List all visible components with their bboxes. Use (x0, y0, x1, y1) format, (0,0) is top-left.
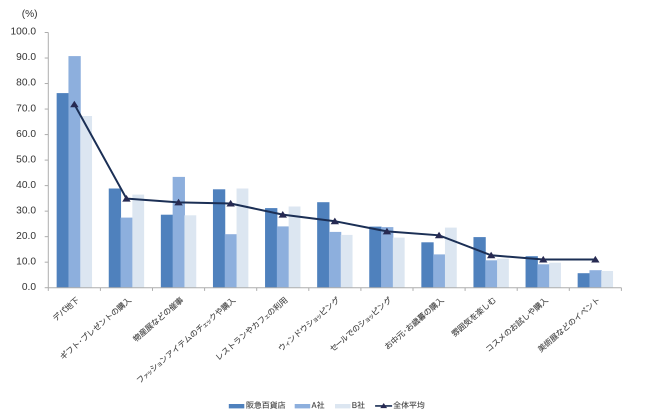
svg-text:40.0: 40.0 (16, 180, 36, 191)
svg-text:80.0: 80.0 (16, 78, 36, 89)
svg-text:90.0: 90.0 (16, 52, 36, 63)
svg-text:60.0: 60.0 (16, 129, 36, 140)
svg-text:100.0: 100.0 (11, 27, 37, 38)
svg-text:20.0: 20.0 (16, 231, 36, 242)
svg-text:70.0: 70.0 (16, 103, 36, 114)
svg-text:30.0: 30.0 (16, 205, 36, 216)
svg-text:(%): (%) (22, 9, 38, 20)
svg-text:10.0: 10.0 (16, 256, 36, 267)
svg-text:0.0: 0.0 (22, 282, 36, 293)
svg-text:50.0: 50.0 (16, 154, 36, 165)
